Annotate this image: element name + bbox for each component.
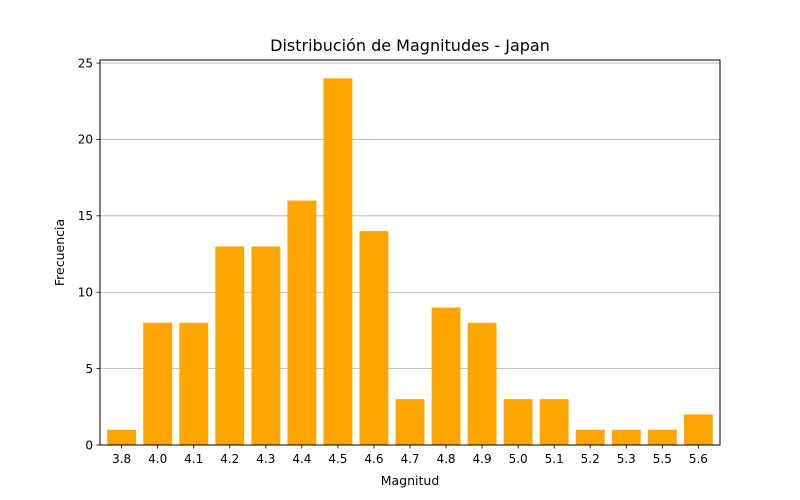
bar-5.6 [683, 414, 713, 445]
x-tick-label-6: 4.5 [328, 452, 347, 466]
bar-5.1 [539, 399, 569, 445]
bar-5.5 [647, 429, 677, 445]
x-tick-label-16: 5.6 [689, 452, 708, 466]
bar-4.7 [395, 399, 425, 445]
bar-4.2 [215, 246, 245, 445]
y-tick-label-1: 5 [85, 362, 93, 376]
x-tick-label-5: 4.4 [292, 452, 311, 466]
chart-title: Distribución de Magnitudes - Japan [270, 36, 550, 55]
x-tick-label-0: 3.8 [112, 452, 131, 466]
x-tick-label-8: 4.7 [400, 452, 419, 466]
y-axis-ticks: 0 5 10 15 20 25 [78, 56, 100, 452]
bar-4.6 [359, 231, 389, 445]
y-tick-label-5: 25 [78, 56, 93, 70]
bar-4.8 [431, 307, 461, 445]
x-tick-label-14: 5.3 [617, 452, 636, 466]
y-tick-label-3: 15 [78, 209, 93, 223]
x-tick-label-2: 4.1 [184, 452, 203, 466]
x-tick-label-7: 4.6 [364, 452, 383, 466]
y-tick-label-0: 0 [85, 438, 93, 452]
x-tick-label-11: 5.0 [509, 452, 528, 466]
bars [107, 78, 713, 445]
bar-4.3 [251, 246, 281, 445]
bar-4.1 [179, 322, 209, 445]
bar-5.2 [575, 429, 605, 445]
x-tick-label-4: 4.3 [256, 452, 275, 466]
x-tick-label-15: 5.5 [653, 452, 672, 466]
y-axis-label: Frecuencia [52, 219, 67, 286]
bar-4.9 [467, 322, 497, 445]
x-tick-label-13: 5.2 [581, 452, 600, 466]
x-tick-label-12: 5.1 [545, 452, 564, 466]
x-tick-label-9: 4.8 [436, 452, 455, 466]
x-tick-label-3: 4.2 [220, 452, 239, 466]
bar-5.0 [503, 399, 533, 445]
x-axis-label: Magnitud [381, 473, 440, 488]
x-axis-ticks: 3.8 4.0 4.1 4.2 4.3 4.4 4.5 4.6 4.7 4.8 4.9 5.0 5.1 5… [112, 445, 708, 466]
bar-4.5 [323, 78, 353, 445]
bar-3.8 [107, 429, 137, 445]
x-tick-label-1: 4.0 [148, 452, 167, 466]
bar-5.3 [611, 429, 641, 445]
y-tick-label-2: 10 [78, 286, 93, 300]
x-tick-label-10: 4.9 [473, 452, 492, 466]
y-tick-label-4: 20 [78, 133, 93, 147]
bar-4.4 [287, 200, 317, 445]
bar-4.0 [143, 322, 173, 445]
